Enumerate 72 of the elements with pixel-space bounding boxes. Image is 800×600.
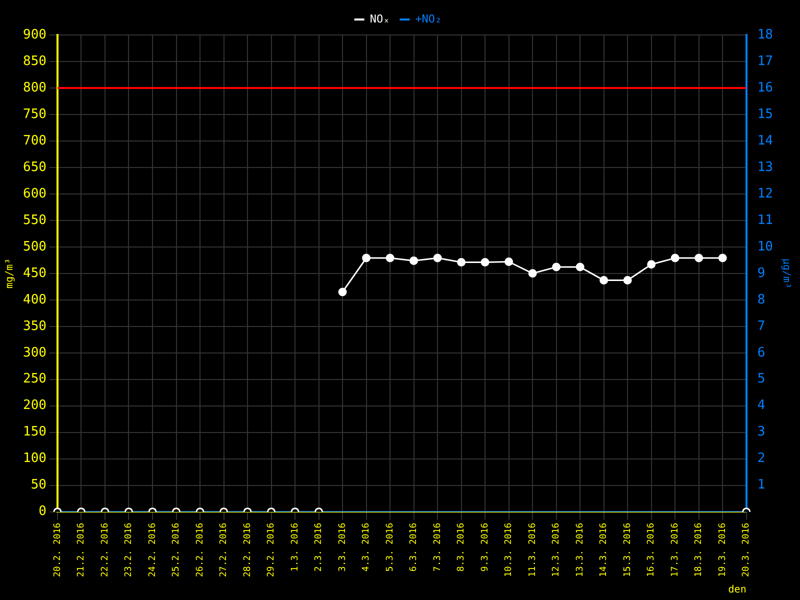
y2-tick-label: 12	[757, 186, 774, 202]
x-tick-label: 2.3. 2016	[314, 522, 324, 572]
x-tick-label: 25.2. 2016	[172, 522, 182, 578]
y-tick-label: 50	[30, 478, 46, 493]
x-tick-label: 28.2. 2016	[242, 522, 253, 578]
x-tick-label: 20.3. 2016	[742, 522, 752, 578]
y2-tick-label: 4	[757, 398, 766, 414]
y-tick-label: 100	[22, 451, 46, 466]
y-tick-label: 550	[22, 212, 46, 228]
y2-tick-label: 8	[757, 292, 766, 308]
x-tick-label: 10.3. 2016	[504, 522, 514, 578]
y2-tick-label: 17	[757, 54, 774, 69]
x-tick-label: 11.3. 2016	[528, 522, 538, 578]
y2-tick-label: 5	[757, 372, 766, 387]
x-tick-label: 17.3. 2016	[670, 522, 680, 578]
x-tick-label: 22.2. 2016	[100, 522, 110, 578]
x-tick-label: 13.3. 2016	[575, 522, 586, 578]
x-tick-label: 18.3. 2016	[694, 522, 704, 578]
x-tick-label: 5.3. 2016	[385, 522, 396, 572]
y2-tick-label: 16	[757, 80, 774, 96]
y2-tick-label: 11	[757, 212, 774, 228]
x-tick-label: 26.2. 2016	[195, 522, 206, 578]
x-tick-label: 8.3. 2016	[456, 522, 467, 572]
legend-label: NOₓ	[370, 12, 390, 26]
x-tick-label: 15.3. 2016	[622, 522, 633, 578]
y-tick-label: 450	[22, 266, 46, 281]
y-tick-label: 300	[22, 345, 46, 360]
x-tick-label: 24.2. 2016	[148, 522, 158, 578]
x-tick-label: 16.3. 2016	[646, 522, 657, 578]
x-tick-label: 6.3. 2016	[409, 522, 420, 572]
y-tick-label: 150	[22, 424, 46, 440]
y2-tick-label: 15	[757, 106, 774, 122]
x-tick-label: 20.2. 2016	[52, 522, 63, 578]
y2-tick-label: 2	[757, 451, 766, 466]
x-tick-label: 1.3. 2016	[290, 522, 300, 572]
y-tick-label: 250	[22, 372, 46, 387]
x-tick-label: 27.2. 2016	[219, 522, 230, 578]
y-tick-label: 750	[22, 106, 46, 122]
y-tick-label: 700	[22, 133, 46, 148]
y-tick-label: 400	[22, 292, 46, 308]
x-tick-label: 7.3. 2016	[432, 522, 443, 572]
y-tick-label: 800	[22, 80, 46, 96]
x-tick-label: 14.3. 2016	[599, 522, 610, 578]
y2-axis-title: µg/m³	[780, 258, 792, 288]
x-tick-label: 3.3. 2016	[338, 522, 348, 572]
x-tick-label: 19.3. 2016	[718, 522, 728, 578]
y2-tick-label: 3	[757, 424, 766, 440]
y-tick-label: 850	[22, 54, 46, 69]
y-axis-title: mg/m³	[4, 258, 16, 288]
y2-tick-label: 10	[757, 239, 774, 254]
y2-tick-label: 9	[757, 266, 766, 281]
legend-label: +NO₂	[415, 12, 442, 26]
x-tick-label: 4.3. 2016	[362, 522, 372, 572]
x-tick-label: 23.2. 2016	[124, 522, 134, 578]
y2-tick-label: 1	[757, 478, 766, 493]
y-tick-label: 200	[22, 398, 46, 414]
y2-tick-label: 7	[757, 318, 766, 334]
y-tick-label: 900	[22, 27, 46, 42]
y-tick-label: 650	[22, 160, 46, 175]
y-tick-label: 0	[38, 504, 46, 520]
y2-tick-label: 14	[757, 133, 774, 148]
y-tick-label: 500	[22, 239, 46, 254]
y2-tick-label: 18	[757, 27, 774, 42]
x-tick-label: 29.2. 2016	[266, 522, 277, 578]
y-tick-label: 350	[22, 318, 46, 334]
y2-tick-label: 6	[757, 345, 766, 360]
x-tick-label: 21.2. 2016	[76, 522, 87, 578]
y2-tick-label: 13	[757, 160, 774, 175]
x-axis-title: den	[728, 584, 746, 596]
x-tick-label: 12.3. 2016	[552, 522, 562, 578]
x-tick-label: 9.3. 2016	[480, 522, 490, 572]
y-tick-label: 600	[22, 186, 46, 202]
